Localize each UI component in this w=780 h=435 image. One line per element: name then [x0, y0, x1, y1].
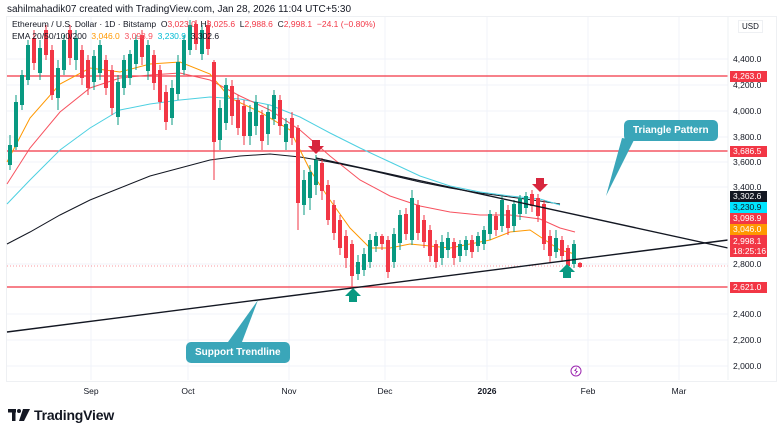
low-value: 2,988.6 [244, 19, 273, 29]
x-tick: Dec [377, 386, 393, 396]
bar-countdown: 18:25:16 [733, 246, 767, 256]
symbol-legend: Ethereum / U.S. Dollar · 1D · Bitstamp O… [12, 19, 376, 29]
currency-label[interactable]: USD [738, 20, 763, 33]
ema50-line [6, 72, 576, 233]
x-tick: Mar [671, 386, 687, 396]
tradingview-logo-icon [8, 409, 30, 421]
high-value: 3,025.6 [206, 19, 236, 29]
price-tag-ema50: 3,098.9 [730, 213, 767, 224]
y-tick: 2,000.0 [733, 361, 762, 371]
triangle-upper-trendline[interactable] [315, 157, 729, 249]
y-tick: 3,400.0 [733, 182, 762, 192]
tradingview-logo[interactable]: TradingView [8, 407, 114, 423]
y-tick: 4,200.0 [733, 80, 762, 90]
ema50-value: 3,098.9 [124, 31, 153, 41]
ema-legend: EMA 20/50/100/200 3,046.0 3,098.9 3,230.… [12, 31, 219, 41]
price-tag-ema20: 3,046.0 [730, 224, 767, 235]
y-tick: 2,200.0 [733, 335, 762, 345]
support-trendline[interactable] [6, 239, 729, 333]
x-tick: Oct [181, 386, 195, 396]
x-tick: Nov [281, 386, 297, 396]
price-tag-resistance-1: 4,263.0 [730, 71, 767, 82]
buy-arrow-icon [345, 288, 361, 302]
x-tick: 2026 [477, 386, 497, 396]
ema20-value: 3,046.0 [91, 31, 120, 41]
price-tag-last: 2,998.1 18:25:16 [730, 235, 767, 257]
symbol-name[interactable]: Ethereum / U.S. Dollar · 1D · Bitstamp [12, 19, 157, 29]
price-tag-ema100: 3,230.9 [730, 202, 767, 213]
brand-name: TradingView [34, 407, 115, 423]
y-tick: 4,000.0 [733, 106, 762, 116]
support-callout-pointer [228, 300, 258, 342]
triangle-callout-pointer [606, 138, 634, 196]
price-tag-support: 2,621.0 [730, 282, 767, 293]
sell-arrow-icon [532, 178, 548, 192]
sell-arrow-icon [308, 140, 324, 154]
x-tick: Feb [580, 386, 596, 396]
ema100-line [6, 96, 561, 206]
event-lightning-icon[interactable] [570, 365, 582, 377]
buy-arrow-icon [559, 264, 575, 278]
support-trendline-callout[interactable]: Support Trendline [186, 342, 290, 363]
open-value: 3,023.0 [167, 19, 196, 29]
chart-credit: sahilmahadik07 created with TradingView.… [7, 4, 352, 15]
y-tick: 2,400.0 [733, 309, 762, 319]
chart-frame [6, 16, 777, 382]
close-value: 2,998.1 [283, 19, 313, 29]
candles[interactable] [8, 20, 582, 288]
grid-lines [7, 17, 728, 380]
price-tag-resistance-2: 3,686.5 [730, 146, 767, 157]
ema100-value: 3,230.9 [157, 31, 186, 41]
y-tick: 4,400.0 [733, 54, 762, 64]
triangle-pattern-callout[interactable]: Triangle Pattern [624, 120, 718, 141]
x-tick: Sep [83, 386, 99, 396]
ema-label[interactable]: EMA 20/50/100/200 [12, 31, 87, 41]
ema200-value: 3,302.6 [190, 31, 220, 41]
y-tick: 3,800.0 [733, 132, 762, 142]
y-tick: 2,800.0 [733, 259, 762, 269]
ema200-line [6, 153, 561, 245]
last-price: 2,998.1 [733, 236, 762, 246]
y-tick: 3,600.0 [733, 157, 762, 167]
change-value: −24.1 (−0.80%) [316, 19, 376, 29]
price-tag-ema200: 3,302.6 [730, 191, 767, 202]
